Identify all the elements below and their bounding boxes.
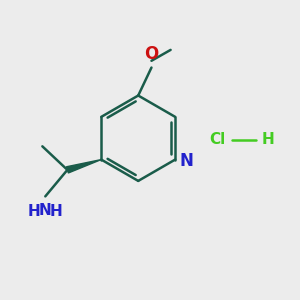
Text: N: N — [180, 152, 194, 170]
Text: H: H — [50, 204, 63, 219]
Text: H: H — [262, 132, 274, 147]
Text: N: N — [39, 203, 52, 218]
Text: O: O — [144, 45, 159, 63]
Text: H: H — [28, 204, 40, 219]
Polygon shape — [66, 160, 101, 173]
Text: Cl: Cl — [209, 132, 225, 147]
